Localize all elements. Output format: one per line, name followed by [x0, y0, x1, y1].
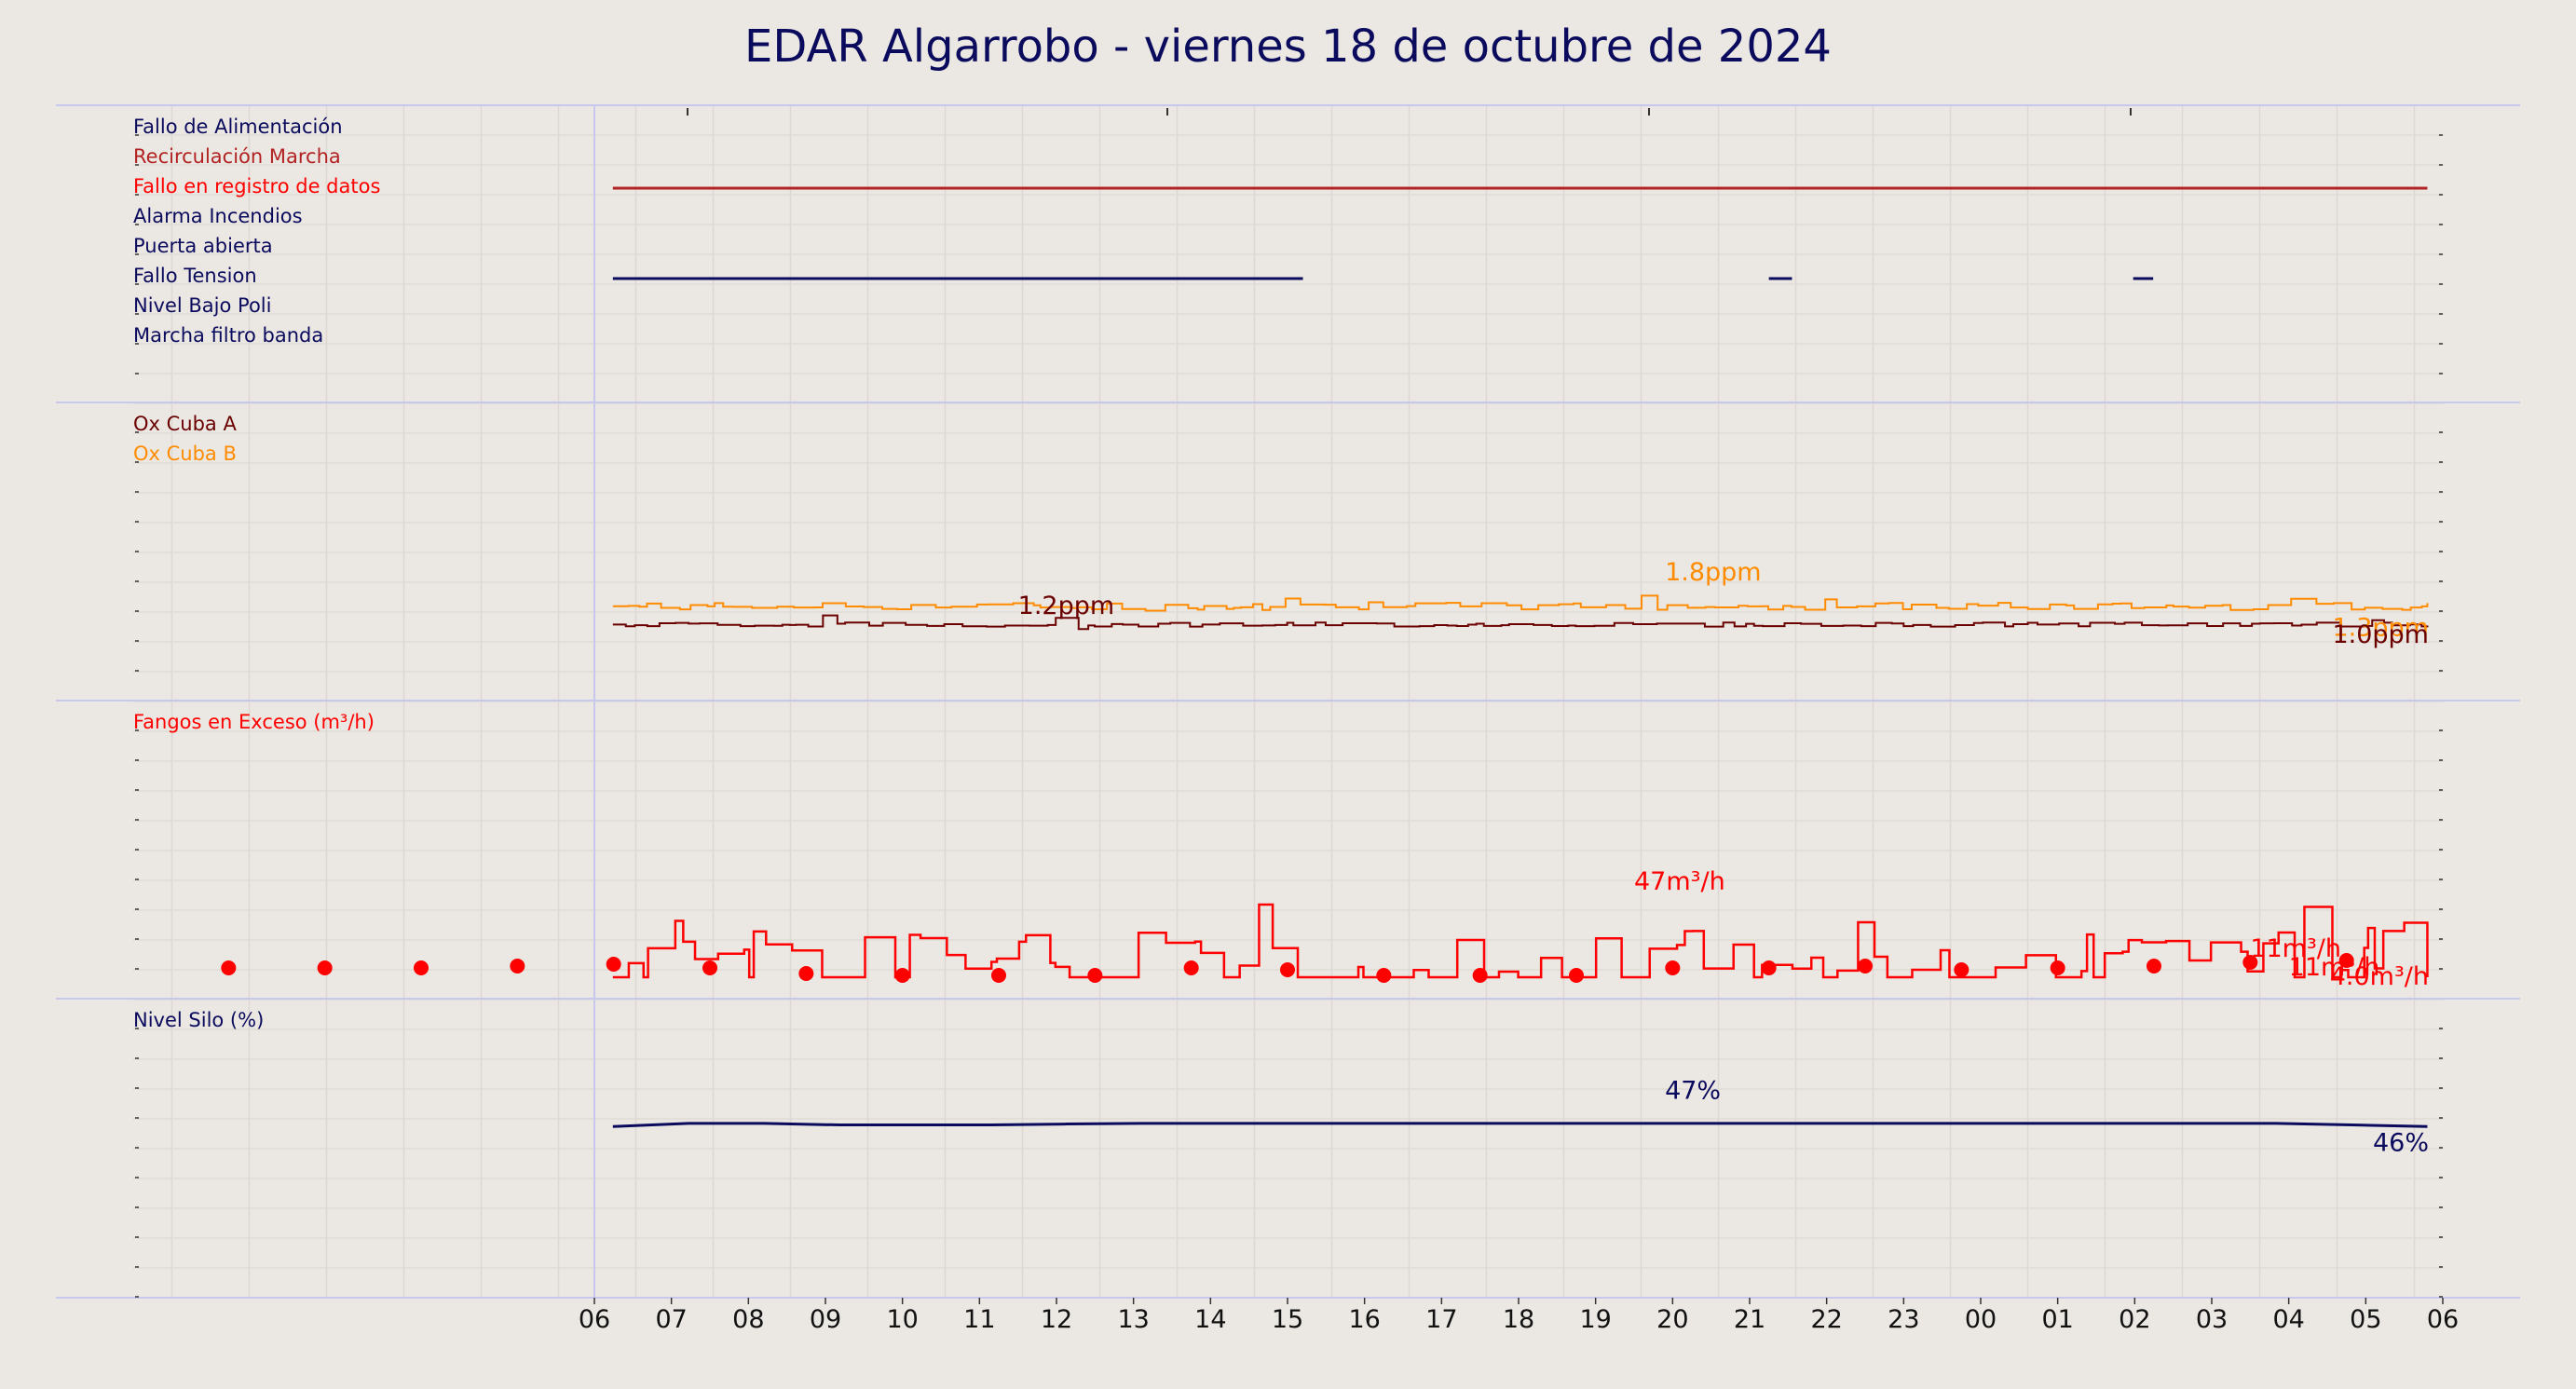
series-label: Nivel Bajo Poli — [133, 294, 271, 317]
data-label: 1.3ppm — [2332, 614, 2429, 643]
x-tick-label: 23 — [1888, 1305, 1919, 1334]
x-tick-label: 07 — [655, 1305, 687, 1334]
series-label: Ox Cuba B — [133, 443, 237, 465]
fangos-point — [2147, 959, 2161, 974]
data-label: 1.8ppm — [1665, 558, 1762, 587]
data-label: 11m³/h — [2250, 934, 2341, 963]
x-tick-label: 14 — [1194, 1305, 1226, 1334]
fangos-point — [2050, 960, 2065, 975]
x-tick-label: 02 — [2119, 1305, 2150, 1334]
fangos-point — [606, 957, 621, 972]
x-tick-label: 00 — [1965, 1305, 1997, 1334]
series-label: Ox Cuba A — [133, 413, 237, 435]
data-label: 1.0ppm — [2332, 620, 2429, 649]
series-label: Fallo Tension — [133, 265, 257, 287]
series-label: Alarma Incendios — [133, 205, 303, 227]
series-label: Fallo de Alimentación — [133, 116, 343, 138]
x-tick-label: 19 — [1579, 1305, 1611, 1334]
fangos-point — [1183, 960, 1199, 975]
fangos-point — [798, 966, 814, 981]
series-label: Fangos en Exceso (m³/h) — [133, 711, 375, 733]
x-tick-label: 16 — [1348, 1305, 1380, 1334]
fangos-point — [991, 968, 1006, 983]
fangos-point — [1087, 968, 1103, 983]
fangos-point — [510, 959, 525, 974]
x-tick-label: 17 — [1425, 1305, 1457, 1334]
fangos-point — [2338, 953, 2354, 968]
page-title: EDAR Algarrobo - viernes 18 de octubre d… — [744, 20, 1832, 73]
fangos-point — [317, 960, 333, 975]
x-tick-label: 09 — [810, 1305, 841, 1334]
x-tick-label: 15 — [1272, 1305, 1303, 1334]
x-tick-label: 21 — [1734, 1305, 1765, 1334]
x-tick-label: 01 — [2041, 1305, 2073, 1334]
fangos-point — [894, 968, 910, 983]
fangos-point — [221, 960, 237, 975]
x-tick-label: 08 — [732, 1305, 764, 1334]
x-tick-label: 05 — [2350, 1305, 2381, 1334]
series-label: Nivel Silo (%) — [133, 1009, 264, 1031]
fangos-point — [1665, 960, 1681, 975]
series-label: Puerta abierta — [133, 235, 273, 257]
data-label: 4.0m³/h — [2330, 962, 2429, 991]
x-tick-label: 06 — [579, 1305, 610, 1334]
data-label: 11m³/h — [2289, 953, 2380, 982]
fangos-point — [1954, 962, 1969, 977]
line-silo — [612, 1122, 2428, 1128]
x-tick-label: 10 — [886, 1305, 918, 1334]
fangos-point — [2242, 955, 2258, 970]
fangos-point — [1858, 959, 1873, 974]
fangos-point — [1280, 962, 1295, 977]
x-tick-label: 12 — [1041, 1305, 1072, 1334]
fangos-point — [702, 960, 717, 975]
fangos-point — [1761, 960, 1777, 975]
x-tick-label: 03 — [2196, 1305, 2228, 1334]
fangos-point — [414, 960, 429, 975]
series-label: Fallo en registro de datos — [133, 175, 380, 197]
x-tick-label: 06 — [2427, 1305, 2459, 1334]
data-label: 47% — [1665, 1077, 1721, 1106]
fangos-point — [1472, 968, 1488, 983]
line-ox-cuba-a — [612, 614, 2429, 631]
fangos-point — [1376, 968, 1392, 983]
fangos-point — [1569, 968, 1584, 983]
x-tick-label: 13 — [1117, 1305, 1149, 1334]
data-label: 46% — [2373, 1129, 2429, 1158]
x-tick-label: 20 — [1656, 1305, 1688, 1334]
x-tick-label: 22 — [1810, 1305, 1842, 1334]
data-label: 47m³/h — [1634, 867, 1725, 896]
series-label: Marcha filtro banda — [133, 324, 323, 347]
x-tick-label: 18 — [1503, 1305, 1534, 1334]
series-label: Recirculación Marcha — [133, 145, 341, 168]
x-tick-label: 11 — [963, 1305, 995, 1334]
line-ox-cuba-b — [612, 594, 2429, 612]
x-tick-label: 04 — [2272, 1305, 2304, 1334]
data-label: 1.2ppm — [1018, 592, 1115, 620]
